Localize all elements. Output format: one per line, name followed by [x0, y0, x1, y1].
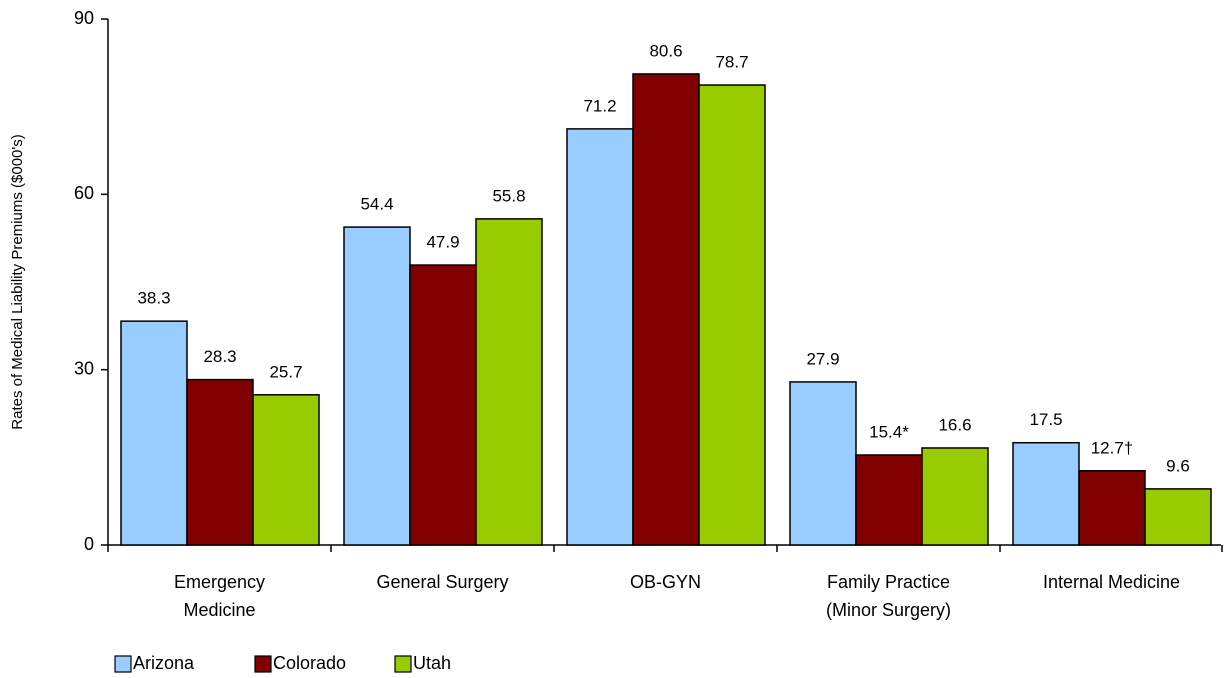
x-tick-label: (Minor Surgery) [826, 600, 951, 620]
value-label: 47.9 [426, 233, 459, 252]
legend-label: Arizona [133, 653, 195, 673]
y-tick-label: 30 [74, 358, 94, 378]
bar [409, 264, 477, 546]
value-label: 71.2 [583, 96, 616, 115]
bar [1144, 488, 1212, 546]
value-label: 80.6 [649, 41, 682, 60]
value-label: 38.3 [137, 289, 170, 308]
value-label: 17.5 [1029, 410, 1062, 429]
x-tick-label: Emergency [174, 572, 265, 592]
value-label: 55.8 [492, 186, 525, 205]
bar [855, 454, 923, 546]
bar [1012, 441, 1080, 546]
legend-swatch [114, 655, 132, 673]
bar [1078, 470, 1146, 546]
bar [252, 394, 320, 546]
bar [921, 447, 989, 546]
bar [789, 381, 857, 546]
x-tick-label: Family Practice [827, 572, 950, 592]
bar [698, 84, 766, 546]
x-tick-label: Medicine [183, 600, 255, 620]
y-tick-label: 0 [84, 534, 94, 554]
legend-label: Utah [413, 653, 451, 673]
value-label: 16.6 [938, 415, 971, 434]
value-label: 78.7 [715, 53, 748, 72]
bar [120, 320, 188, 546]
value-label: 15.4* [869, 422, 909, 441]
bar [566, 128, 634, 546]
legend-swatch [254, 655, 272, 673]
value-label: 12.7† [1091, 438, 1134, 457]
value-label: 9.6 [1166, 456, 1190, 475]
y-tick-label: 60 [74, 183, 94, 203]
y-tick-label: 90 [74, 8, 94, 28]
legend-swatch [394, 655, 412, 673]
value-label: 27.9 [806, 349, 839, 368]
y-axis-label: Rates of Medical Liability Premiums ($00… [9, 134, 26, 429]
x-tick-label: General Surgery [376, 572, 508, 592]
x-tick-label: OB-GYN [630, 572, 701, 592]
x-tick-label: Internal Medicine [1043, 572, 1180, 592]
bar [186, 378, 254, 546]
value-label: 25.7 [269, 362, 302, 381]
value-label: 54.4 [360, 195, 393, 214]
bar [475, 218, 543, 546]
legend-label: Colorado [273, 653, 346, 673]
bar [632, 73, 700, 546]
bar [343, 226, 411, 546]
value-label: 28.3 [203, 347, 236, 366]
